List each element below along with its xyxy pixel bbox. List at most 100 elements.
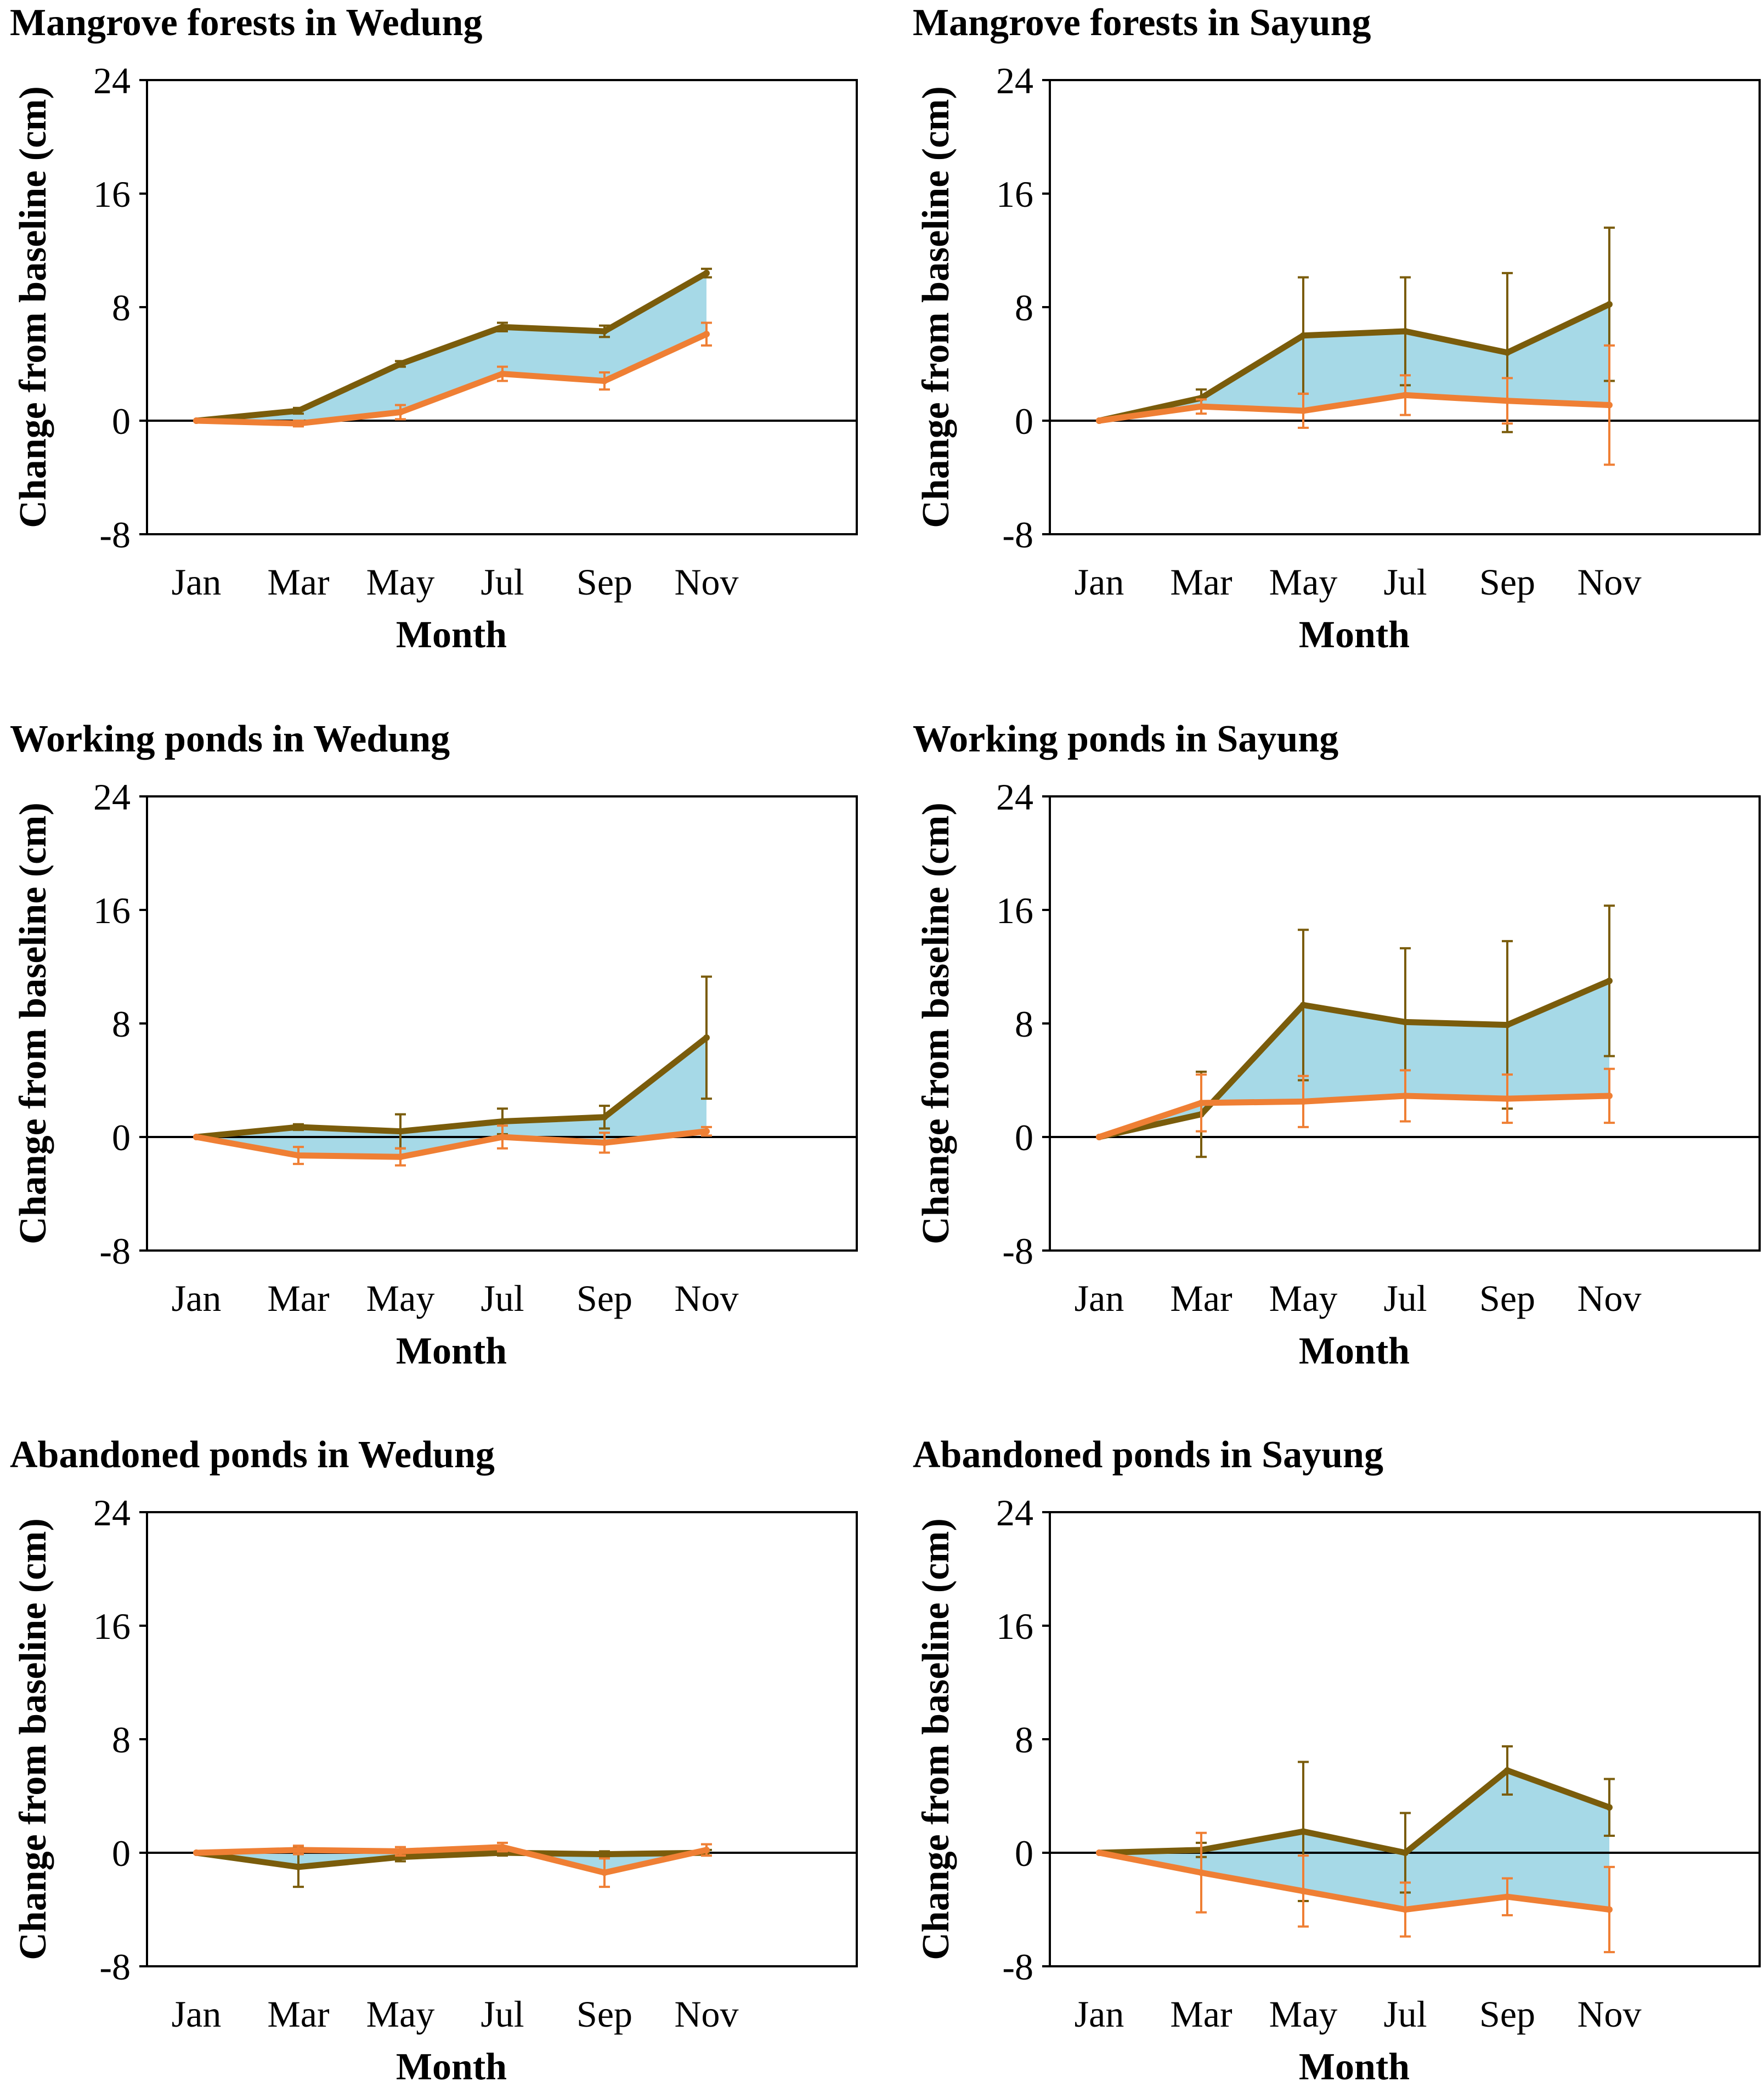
data-point	[703, 1128, 710, 1135]
x-tick-label: Jul	[1383, 561, 1427, 603]
y-tick-label: -8	[1002, 1946, 1033, 1988]
difference-area	[1099, 304, 1609, 421]
y-tick-label: -8	[99, 514, 131, 556]
data-point	[397, 1153, 404, 1161]
plot-area	[146, 1511, 858, 1967]
y-tick-label: 16	[93, 1605, 131, 1647]
y-axis-label: Change from baseline (cm)	[915, 1518, 957, 1960]
x-tick-label: Jan	[1075, 561, 1124, 603]
data-point	[193, 1134, 200, 1140]
data-point	[601, 1851, 608, 1858]
x-tick-label: Sep	[576, 1277, 632, 1319]
x-tick-label: Jan	[172, 1993, 222, 2035]
y-tick-label: 0	[112, 400, 131, 442]
x-tick-label: Nov	[1577, 1277, 1641, 1319]
chart-panel-3: Working ponds in Wedung 24 16 8 0 -8 Change fr…	[10, 718, 858, 1372]
data-point	[1504, 1893, 1511, 1900]
x-tick-label: Jan	[1075, 1993, 1124, 2035]
chart-panel-6: Abandoned ponds in Sayung 24 16 8 0 -8 Change …	[913, 1434, 1761, 2088]
series-line	[1096, 392, 1613, 424]
series-line	[193, 331, 710, 427]
series-line	[193, 270, 710, 424]
y-tick-label: 0	[112, 1832, 131, 1874]
data-point	[499, 1134, 506, 1140]
series-b	[1096, 344, 1615, 466]
x-tick-label: Sep	[1479, 1277, 1535, 1319]
x-tick-label: Mar	[267, 561, 330, 603]
series-a	[1096, 1745, 1615, 1902]
y-tick-label: 16	[93, 173, 131, 215]
x-tick-label: Jul	[480, 1277, 524, 1319]
series-line	[193, 1128, 710, 1160]
x-axis-label: Month	[1299, 1330, 1410, 1372]
plot-area	[146, 79, 858, 535]
data-point	[397, 409, 404, 416]
series-line	[1096, 1767, 1613, 1856]
series-line	[193, 1034, 710, 1140]
x-tick-label: Mar	[1170, 1277, 1232, 1319]
data-point	[1402, 392, 1409, 399]
data-point	[295, 1152, 302, 1159]
x-tick-label: Sep	[1479, 1993, 1535, 2035]
data-point	[295, 1123, 302, 1130]
data-point	[1096, 417, 1102, 424]
data-point	[1096, 1849, 1102, 1856]
difference-area	[1099, 981, 1609, 1137]
chart-panel-4: Working ponds in Sayung 24 16 8 0 -8 Change fr…	[913, 718, 1761, 1372]
difference-area	[196, 1037, 706, 1157]
x-tick-label: Sep	[1479, 561, 1535, 603]
data-point	[1300, 1002, 1307, 1009]
data-point	[703, 1846, 710, 1853]
chart-title: Mangrove forests in Wedung	[10, 2, 482, 44]
y-tick-label: 24	[996, 776, 1033, 818]
y-axis-label: Change from baseline (cm)	[12, 802, 54, 1245]
data-point	[703, 1034, 710, 1041]
data-point	[1402, 1019, 1409, 1026]
data-point	[397, 1128, 404, 1135]
series-b	[193, 321, 712, 428]
data-point	[703, 331, 710, 338]
data-point	[1606, 1906, 1613, 1913]
data-point	[397, 360, 404, 367]
data-point	[601, 327, 608, 335]
y-tick-label: 8	[112, 1003, 131, 1045]
y-tick-label: 16	[996, 1605, 1033, 1647]
x-tick-label: Jul	[480, 1993, 524, 2035]
x-tick-label: Jan	[1075, 1277, 1124, 1319]
data-point	[601, 1869, 608, 1876]
chart-title: Working ponds in Sayung	[913, 718, 1338, 760]
x-tick-label: Sep	[576, 561, 632, 603]
series-line	[193, 1849, 710, 1870]
data-point	[1504, 1767, 1511, 1774]
data-point	[1504, 1021, 1511, 1028]
y-tick-label: 0	[1015, 1117, 1033, 1158]
x-tick-label: May	[366, 1277, 435, 1319]
y-tick-label: 16	[93, 890, 131, 931]
x-tick-label: Nov	[1577, 1993, 1641, 2035]
chart-title: Working ponds in Wedung	[10, 718, 450, 760]
data-point	[1504, 1095, 1511, 1102]
x-tick-label: Jul	[1383, 1993, 1427, 2035]
x-tick-label: Jul	[1383, 1277, 1427, 1319]
x-axis-label: Month	[1299, 2046, 1410, 2088]
x-tick-label: Mar	[267, 1277, 330, 1319]
y-tick-label: 16	[996, 890, 1033, 931]
y-axis-label: Change from baseline (cm)	[915, 802, 957, 1245]
data-point	[193, 417, 200, 424]
y-tick-label: 0	[1015, 1832, 1033, 1874]
data-point	[1198, 1099, 1205, 1106]
y-axis-label: Change from baseline (cm)	[12, 86, 54, 528]
data-point	[1402, 1092, 1409, 1099]
x-tick-label: May	[366, 1993, 435, 2035]
data-point	[1198, 403, 1205, 410]
y-tick-label: 24	[93, 60, 131, 101]
data-point	[703, 269, 710, 276]
chart-title: Mangrove forests in Sayung	[913, 2, 1371, 44]
data-point	[601, 1139, 608, 1146]
x-tick-label: May	[1269, 1277, 1338, 1319]
data-point	[499, 370, 506, 377]
data-point	[499, 324, 506, 331]
x-tick-label: Jul	[480, 561, 524, 603]
data-point	[295, 1846, 302, 1853]
